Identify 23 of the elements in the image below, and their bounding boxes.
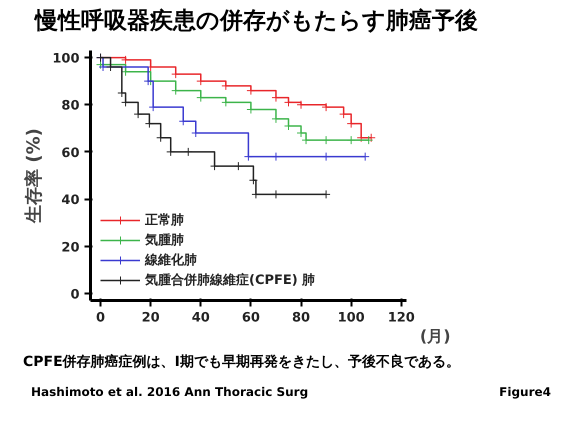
- legend-label: 気腫合併肺線維症(CPFE) 肺: [145, 272, 316, 289]
- text: CPFE併存肺癌症例は、I期でも早期再発をきたし、予後不良である。: [23, 352, 460, 372]
- y-tick-label: 60: [61, 146, 80, 161]
- y-tick-label: 20: [61, 240, 80, 256]
- y-tick-label: 100: [52, 51, 80, 66]
- legend-label: 線維化肺: [145, 252, 197, 269]
- text: Hashimoto et al. 2016 Ann Thoracic Surg: [31, 384, 308, 401]
- x-tick-label: 120: [388, 310, 415, 326]
- chart-title: 慢性呼吸器疾患の併存がもたらす肺癌予後: [35, 7, 478, 36]
- caption: Figure4: [499, 384, 551, 401]
- y-tick-label: 0: [70, 287, 80, 302]
- y-tick-label: 80: [61, 98, 80, 114]
- y-axis-title: 生存率 (%): [23, 128, 44, 224]
- x-tick-label: 60: [242, 310, 260, 326]
- legend-label: 気腫肺: [145, 232, 184, 249]
- y-tick-label: 40: [61, 192, 80, 208]
- x-tick-label: 20: [142, 310, 160, 326]
- x-tick-label: 100: [338, 310, 365, 326]
- legend-label: 正常肺: [145, 212, 184, 229]
- x-tick-label: 0: [96, 310, 106, 326]
- x-tick-label: 40: [192, 310, 210, 326]
- x-axis-title: (月): [420, 326, 450, 346]
- x-tick-label: 80: [292, 310, 310, 326]
